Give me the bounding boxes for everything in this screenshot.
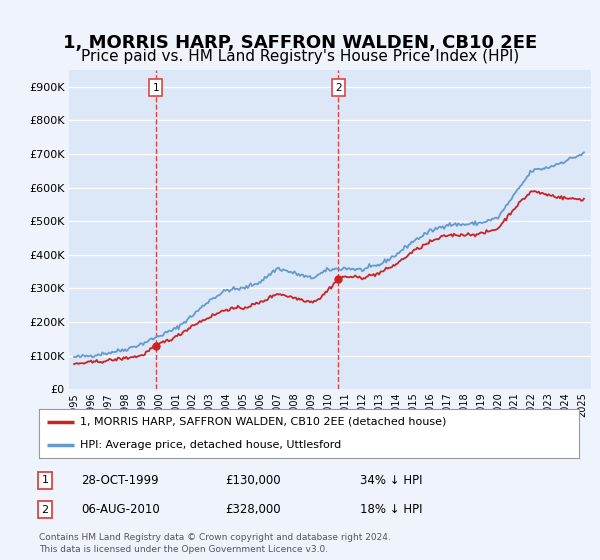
Text: 1: 1 (152, 82, 159, 92)
Text: 1, MORRIS HARP, SAFFRON WALDEN, CB10 2EE: 1, MORRIS HARP, SAFFRON WALDEN, CB10 2EE (63, 34, 537, 52)
Text: 06-AUG-2010: 06-AUG-2010 (81, 503, 160, 516)
Text: £328,000: £328,000 (225, 503, 281, 516)
Text: 1, MORRIS HARP, SAFFRON WALDEN, CB10 2EE (detached house): 1, MORRIS HARP, SAFFRON WALDEN, CB10 2EE… (79, 417, 446, 427)
Text: 18% ↓ HPI: 18% ↓ HPI (360, 503, 422, 516)
Text: 28-OCT-1999: 28-OCT-1999 (81, 474, 158, 487)
Text: £130,000: £130,000 (225, 474, 281, 487)
Text: 34% ↓ HPI: 34% ↓ HPI (360, 474, 422, 487)
Text: This data is licensed under the Open Government Licence v3.0.: This data is licensed under the Open Gov… (39, 545, 328, 554)
Text: 2: 2 (335, 82, 341, 92)
Text: Contains HM Land Registry data © Crown copyright and database right 2024.: Contains HM Land Registry data © Crown c… (39, 533, 391, 542)
Text: 2: 2 (41, 505, 49, 515)
Text: HPI: Average price, detached house, Uttlesford: HPI: Average price, detached house, Uttl… (79, 440, 341, 450)
Text: 1: 1 (41, 475, 49, 486)
Text: Price paid vs. HM Land Registry's House Price Index (HPI): Price paid vs. HM Land Registry's House … (81, 49, 519, 64)
